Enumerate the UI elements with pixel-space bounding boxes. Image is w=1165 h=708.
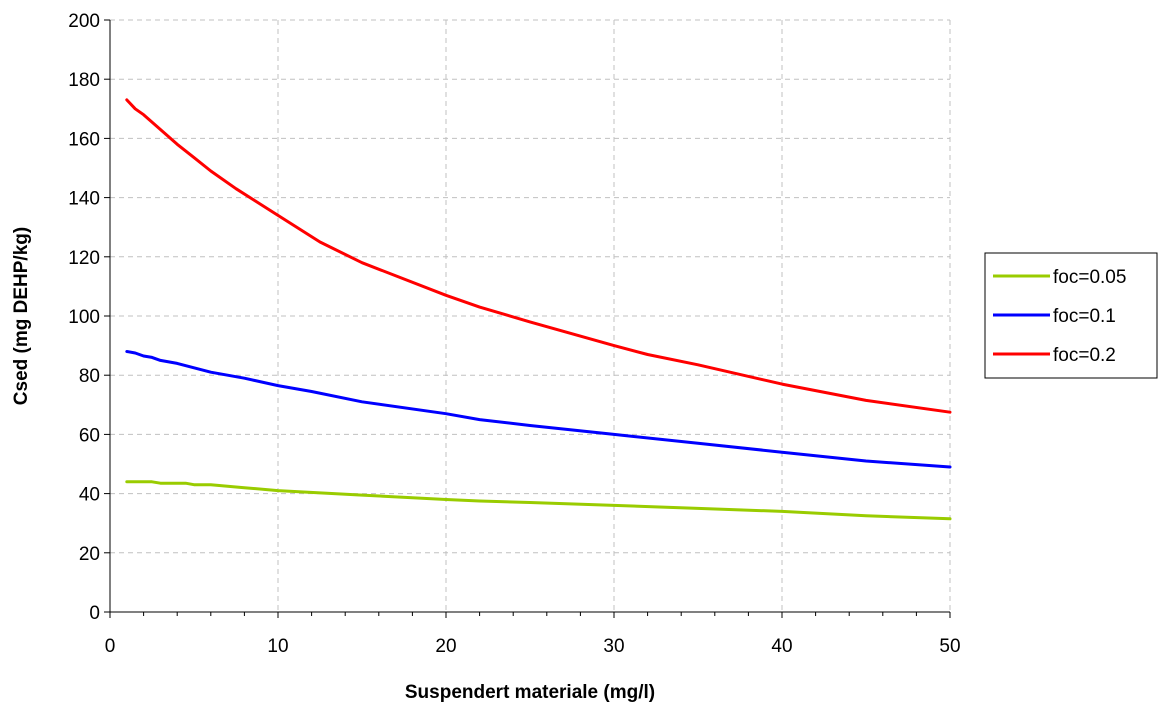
y-tick-label: 120 xyxy=(68,248,100,269)
series-line-2 xyxy=(125,350,952,469)
y-tick-label: 100 xyxy=(68,307,100,328)
x-tick-label: 0 xyxy=(105,636,116,657)
x-tick-label: 50 xyxy=(939,636,960,657)
legend-label-1: foc=0.05 xyxy=(1053,267,1126,288)
y-axis-title: Csed (mg DEHP/kg) xyxy=(11,227,32,405)
y-tick-label: 60 xyxy=(79,425,100,446)
y-tick-label: 40 xyxy=(79,485,100,506)
tick-labels: 0 20 40 60 80 100 120 140 160 180 200 0 10 20 30 40 50 xyxy=(68,11,960,657)
x-tick-label: 30 xyxy=(603,636,624,657)
x-axis-title: Suspendert materiale (mg/l) xyxy=(405,682,655,703)
series-line-1 xyxy=(125,480,952,521)
series-lines xyxy=(125,98,952,521)
x-tick-label: 10 xyxy=(267,636,288,657)
legend-label-2: foc=0.1 xyxy=(1053,306,1116,327)
y-tick-label: 160 xyxy=(68,129,100,150)
y-tick-label: 20 xyxy=(79,544,100,565)
y-tick-label: 180 xyxy=(68,70,100,91)
series-line-3 xyxy=(125,98,952,414)
x-tick-label: 20 xyxy=(435,636,456,657)
axes xyxy=(104,19,951,618)
legend: foc=0.05 foc=0.1 foc=0.2 xyxy=(984,252,1158,379)
legend-label-3: foc=0.2 xyxy=(1053,345,1116,366)
y-tick-label: 0 xyxy=(89,603,100,624)
y-tick-label: 200 xyxy=(68,11,100,32)
y-tick-label: 80 xyxy=(79,366,100,387)
x-tick-label: 40 xyxy=(771,636,792,657)
y-tick-label: 140 xyxy=(68,189,100,210)
